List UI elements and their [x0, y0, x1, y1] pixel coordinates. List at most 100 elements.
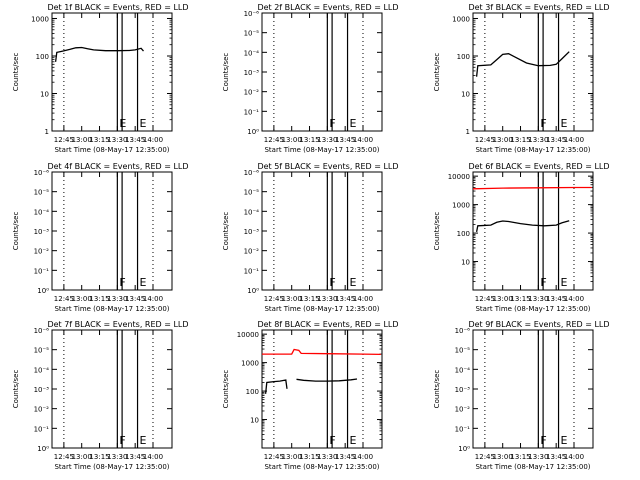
y-tick-label: 10⁻²	[244, 248, 260, 256]
x-tick-label: 12:45	[264, 453, 284, 461]
y-tick-label: 10⁻⁶	[34, 169, 50, 177]
y-tick-label: 10	[40, 90, 49, 98]
x-tick-label: 13:30	[107, 136, 127, 144]
event-marker-label: E	[119, 117, 126, 130]
y-tick-label: 100	[246, 388, 259, 396]
x-tick-label: 14:00	[564, 136, 584, 144]
x-tick-label: 13:45	[546, 453, 566, 461]
y-tick-label: 10⁻⁵	[34, 347, 50, 355]
x-tick-label: 12:45	[264, 136, 284, 144]
plot-frame	[472, 171, 594, 291]
x-tick-label: 13:00	[493, 136, 513, 144]
y-tick-label: 10⁻⁴	[455, 366, 471, 374]
plot-frame	[51, 12, 173, 132]
x-tick-label: 13:15	[299, 136, 319, 144]
panel-title: Det 6f BLACK = Events, RED = LLD	[468, 162, 609, 171]
plot-frame	[51, 329, 173, 449]
panel-title: Det 2f BLACK = Events, RED = LLD	[257, 3, 398, 12]
x-tick-label: 12:45	[475, 136, 495, 144]
x-tick-label: 13:30	[528, 295, 548, 303]
x-tick-label: 13:45	[335, 453, 355, 461]
x-tick-label: 14:00	[143, 295, 163, 303]
y-tick-label: 10⁻¹	[244, 108, 260, 116]
event-marker-label: E	[350, 117, 357, 130]
x-tick-label: 13:30	[317, 295, 337, 303]
events-series-line	[475, 220, 570, 233]
panel-det-4: Det 4f BLACK = Events, RED = LLD 10⁰ 10⁻¹ 1…	[12, 162, 189, 313]
x-tick-label: 12:45	[54, 295, 74, 303]
panel-title: Det 9f BLACK = Events, RED = LLD	[468, 320, 609, 329]
x-axis-label: Start Time (08-May-17 12:35:00)	[475, 146, 590, 154]
panel-title: Det 8f BLACK = Events, RED = LLD	[257, 320, 398, 329]
y-tick-label: 10⁻⁴	[34, 208, 50, 216]
event-marker-label: E	[350, 276, 357, 289]
plot-frame	[472, 12, 594, 132]
plot-frame	[261, 171, 383, 291]
x-axis-label: Start Time (08-May-17 12:35:00)	[54, 146, 169, 154]
events-series-line	[264, 379, 288, 394]
x-tick-label: 13:00	[493, 453, 513, 461]
y-tick-label: 10⁻⁵	[244, 189, 260, 197]
x-tick-label: 12:45	[264, 295, 284, 303]
events-series-line	[54, 46, 144, 62]
x-tick-label: 12:45	[475, 453, 495, 461]
plot-frame	[472, 329, 594, 449]
y-axis-label: Counts/sec	[433, 370, 441, 409]
y-tick-label: 10⁻⁶	[455, 327, 471, 335]
x-tick-label: 13:00	[72, 295, 92, 303]
panel-det-1: Det 1f BLACK = Events, RED = LLD 1 10 100 10…	[12, 3, 189, 154]
panel-title: Det 3f BLACK = Events, RED = LLD	[468, 3, 609, 12]
x-tick-label: 13:00	[493, 295, 513, 303]
x-tick-label: 14:00	[143, 136, 163, 144]
event-marker-label: E	[140, 434, 147, 447]
x-tick-label: 14:00	[143, 453, 163, 461]
y-axis-label: Counts/sec	[433, 53, 441, 92]
panel-det-9: Det 9f BLACK = Events, RED = LLD 10⁰ 10⁻¹ 1…	[433, 320, 610, 471]
y-tick-label: 100	[457, 230, 470, 238]
y-tick-label: 10⁻²	[34, 406, 50, 414]
y-tick-label: 10	[461, 259, 470, 267]
y-tick-label: 10	[250, 417, 259, 425]
panel-det-7: Det 7f BLACK = Events, RED = LLD 10⁰ 10⁻¹ 1…	[12, 320, 189, 471]
x-tick-label: 13:15	[89, 453, 109, 461]
plot-frame	[51, 171, 173, 291]
x-tick-label: 13:15	[89, 136, 109, 144]
y-tick-label: 10⁻⁵	[455, 347, 471, 355]
x-axis-label: Start Time (08-May-17 12:35:00)	[264, 146, 379, 154]
y-tick-label: 10⁻⁶	[244, 10, 260, 18]
x-tick-label: 12:45	[54, 453, 74, 461]
y-tick-label: 10⁻³	[244, 228, 260, 236]
y-tick-label: 10⁻³	[244, 69, 260, 77]
y-tick-label: 10⁻¹	[455, 425, 471, 433]
x-tick-label: 13:00	[282, 295, 302, 303]
y-tick-label: 10⁻⁵	[34, 189, 50, 197]
event-marker-label: E	[140, 117, 147, 130]
events-series-line	[296, 378, 358, 382]
y-tick-label: 10	[461, 90, 470, 98]
x-tick-label: 13:45	[125, 453, 145, 461]
x-axis-label: Start Time (08-May-17 12:35:00)	[54, 463, 169, 471]
y-tick-label: 10⁻⁴	[244, 208, 260, 216]
y-tick-label: 1000	[452, 15, 470, 23]
x-tick-label: 13:45	[335, 295, 355, 303]
plot-frame	[261, 12, 383, 132]
y-tick-label: 10⁻¹	[34, 425, 50, 433]
panel-det-6: Det 6f BLACK = Events, RED = LLD 10 100 100…	[433, 162, 610, 313]
y-tick-label: 10⁻³	[34, 386, 50, 394]
y-tick-label: 100	[36, 53, 49, 61]
event-marker-label: E	[561, 434, 568, 447]
x-tick-label: 13:45	[546, 295, 566, 303]
y-tick-label: 10⁻⁶	[34, 327, 50, 335]
x-tick-label: 13:15	[299, 453, 319, 461]
x-tick-label: 13:15	[510, 295, 530, 303]
x-tick-label: 13:15	[510, 453, 530, 461]
x-axis-label: Start Time (08-May-17 12:35:00)	[475, 305, 590, 313]
y-tick-label: 10000	[237, 331, 259, 339]
x-tick-label: 13:00	[72, 453, 92, 461]
y-tick-label: 10⁻²	[34, 248, 50, 256]
y-tick-label: 1	[466, 128, 470, 136]
x-axis-label: Start Time (08-May-17 12:35:00)	[264, 305, 379, 313]
events-series-line	[475, 51, 570, 77]
event-marker-label: E	[350, 434, 357, 447]
